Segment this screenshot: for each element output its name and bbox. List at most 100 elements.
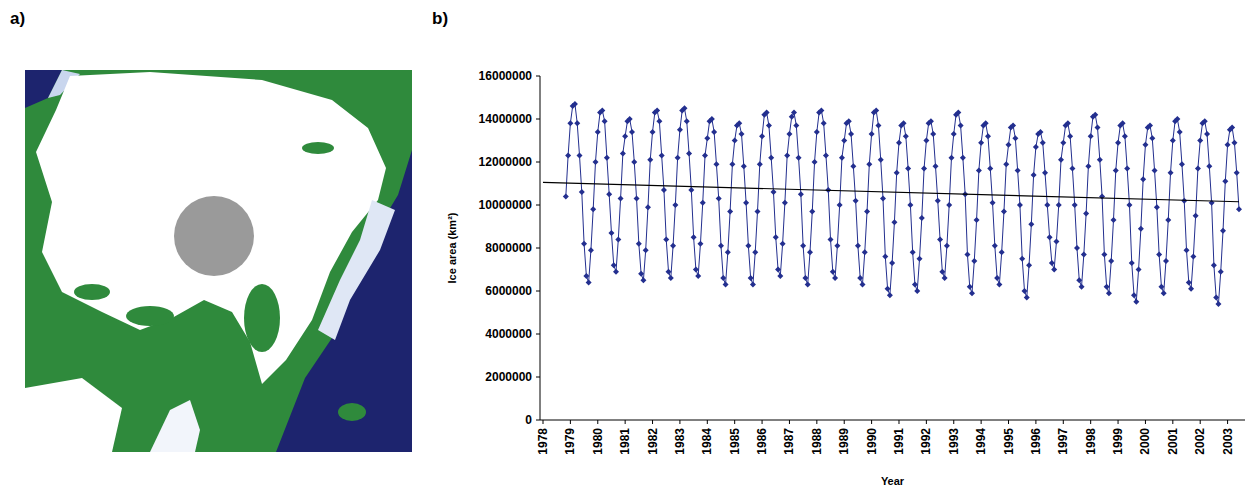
data-point [713, 161, 719, 167]
data-point [1095, 125, 1101, 131]
data-point [725, 249, 731, 255]
data-point [1067, 133, 1073, 139]
data-point [1056, 202, 1062, 208]
data-point [780, 241, 786, 247]
data-point [666, 269, 672, 275]
data-point [668, 275, 674, 281]
data-point [1076, 277, 1082, 283]
data-point [839, 155, 845, 161]
data-point [627, 116, 633, 122]
data-point [935, 198, 941, 204]
data-point [1033, 144, 1039, 150]
data-point [1179, 161, 1185, 167]
data-point [1113, 168, 1119, 174]
data-point [951, 131, 957, 137]
data-point [887, 292, 893, 298]
data-point [677, 127, 683, 133]
data-point [1122, 133, 1128, 139]
data-point [912, 282, 918, 288]
y-tick-label: 4000000 [485, 327, 532, 341]
x-tick [570, 420, 571, 424]
data-point [574, 120, 580, 126]
data-point [903, 133, 909, 139]
y-axis-title: Ice area (km²) [446, 212, 458, 283]
data-point [1136, 267, 1142, 273]
x-tick [1172, 420, 1173, 424]
data-point [704, 135, 710, 141]
data-point [1140, 176, 1146, 182]
y-tick-label: 0 [525, 413, 532, 427]
data-point [1044, 202, 1050, 208]
x-tick [707, 420, 708, 424]
data-point [1012, 135, 1018, 141]
data-point [636, 241, 642, 247]
data-point [775, 267, 781, 273]
data-point [629, 129, 635, 135]
x-tick-label: 1981 [618, 428, 632, 455]
data-point [955, 110, 961, 116]
y-tick [536, 162, 540, 163]
data-point [932, 163, 938, 169]
x-tick [816, 420, 817, 424]
data-point [1220, 228, 1226, 234]
data-point [768, 155, 774, 161]
data-point [1085, 163, 1091, 169]
data-point [905, 165, 911, 171]
data-point [1010, 122, 1016, 128]
y-tick [536, 334, 540, 335]
data-point [716, 196, 722, 202]
data-point [1170, 138, 1176, 144]
data-point [577, 153, 583, 159]
data-point [567, 120, 573, 126]
data-point [748, 275, 754, 281]
data-point [1097, 157, 1103, 163]
x-tick-label: 1989 [837, 428, 851, 455]
data-point [640, 277, 646, 283]
data-point [654, 107, 660, 113]
x-tick [789, 420, 790, 424]
data-point [681, 105, 687, 111]
data-point [659, 153, 665, 159]
data-point [969, 290, 975, 296]
data-point [896, 140, 902, 146]
y-tick [536, 248, 540, 249]
data-point [766, 122, 772, 128]
data-point [1017, 202, 1023, 208]
y-tick-label: 12000000 [479, 155, 533, 169]
data-point [880, 196, 886, 202]
data-point [741, 163, 747, 169]
data-point [1051, 267, 1057, 273]
data-point [837, 202, 843, 208]
data-point [745, 243, 751, 249]
data-point [923, 138, 929, 144]
data-point [1222, 178, 1228, 184]
data-point [1110, 217, 1116, 223]
x-tick [1063, 420, 1064, 424]
data-point [798, 191, 804, 197]
x-tick [898, 420, 899, 424]
x-tick [679, 420, 680, 424]
data-point [875, 122, 881, 128]
data-point [983, 120, 989, 126]
data-point [1031, 172, 1037, 178]
data-point [1003, 161, 1009, 167]
x-tick-label: 1991 [892, 428, 906, 455]
data-point [579, 189, 585, 195]
data-point [656, 118, 662, 124]
x-tick-label: 1995 [1002, 428, 1016, 455]
data-point [866, 161, 872, 167]
data-point [1021, 288, 1027, 294]
x-tick [1035, 420, 1036, 424]
greenland [244, 284, 280, 352]
data-point [990, 200, 996, 206]
chart: 0200000040000006000000800000010000000120… [446, 69, 1245, 487]
x-tick-label: 1984 [700, 428, 714, 455]
data-point [1142, 142, 1148, 148]
x-tick [1090, 420, 1091, 424]
data-point [608, 230, 614, 236]
x-tick-label: 1982 [646, 428, 660, 455]
data-point [1202, 118, 1208, 124]
data-point [650, 129, 656, 135]
x-tick [1118, 420, 1119, 424]
data-point [723, 282, 729, 288]
